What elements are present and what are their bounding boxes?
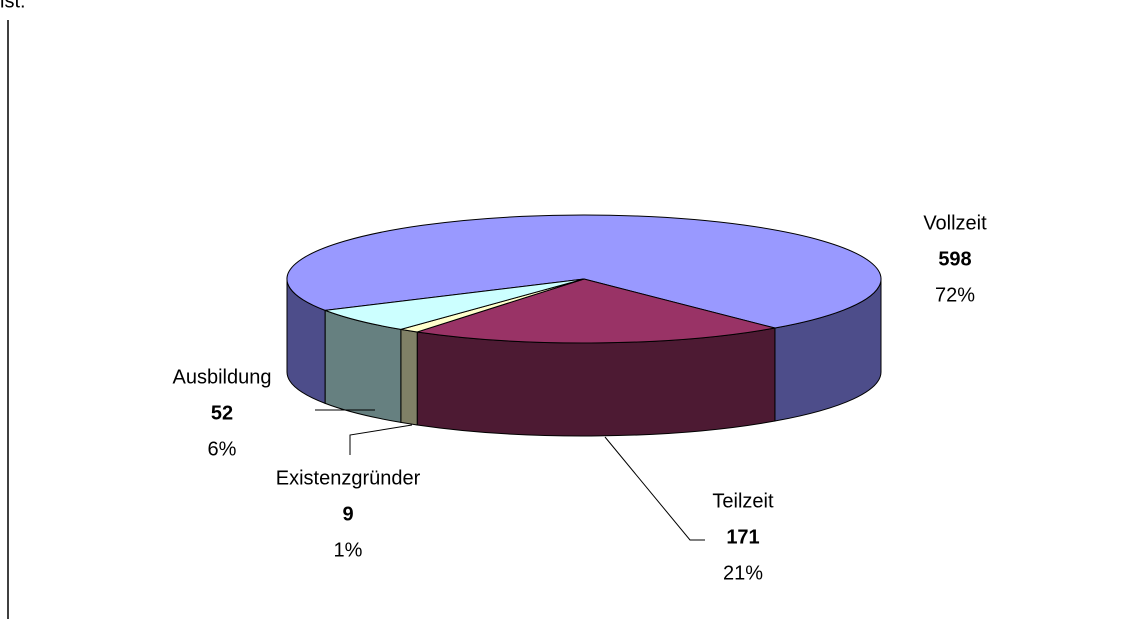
slice-percent: 6% [208,438,237,460]
slice-percent: 21% [723,562,763,584]
slice-value: 171 [726,526,759,548]
slice-top [286,214,882,329]
slice-side [400,328,418,426]
slice-percent: 72% [935,284,975,306]
slice-value: 598 [938,248,971,270]
slice-top [325,278,585,330]
header-text: ist: [0,0,26,12]
slice-label: Ausbildung [173,366,272,388]
slice-value: 9 [342,503,353,525]
slice-side [416,327,776,437]
slice-label: Existenzgründer [276,467,421,489]
slice-value: 52 [211,402,233,424]
slice-label: Vollzeit [923,212,987,234]
slice-percent: 1% [334,539,363,561]
leader-line [604,436,705,541]
leader-line [349,424,413,455]
slice-top [417,278,776,344]
slice-label: Teilzeit [712,490,774,512]
